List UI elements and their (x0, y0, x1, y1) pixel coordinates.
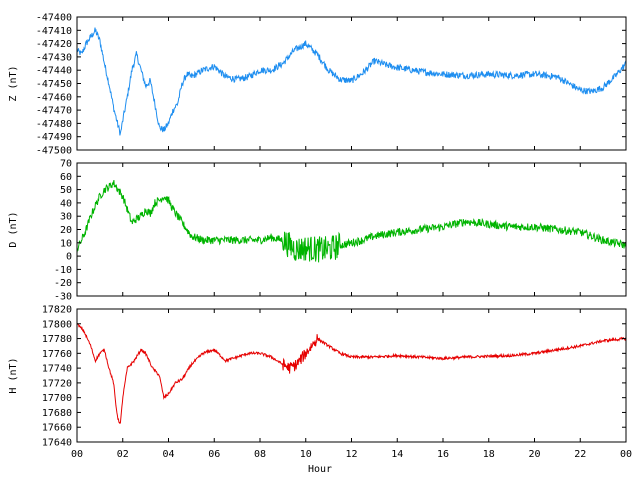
y-tick-label: 17640 (42, 438, 72, 449)
y-tick-label: 70 (60, 159, 72, 170)
x-tick-label: 06 (208, 449, 220, 460)
x-tick-label: 22 (574, 449, 586, 460)
y-tick-label: 17700 (42, 393, 72, 404)
panel-h: 17820 17800 17780 17760 17740 17720 17700 17680… (8, 305, 627, 449)
y-tick-label: 17720 (42, 378, 72, 389)
y-axis-title: D (nT) (8, 211, 19, 247)
y-tick-label: 30 (60, 212, 72, 223)
y-axis-title: Z (nT) (8, 65, 19, 101)
x-tick-label: 04 (162, 449, 174, 460)
y-tick-label: -47500 (36, 146, 72, 157)
y-tick-label: 17680 (42, 408, 72, 419)
y-tick-label: -47410 (36, 26, 72, 37)
y-tick-label: 17820 (42, 305, 72, 316)
y-tick-label: 17800 (42, 319, 72, 330)
y-tick-label: -47470 (36, 106, 72, 117)
x-tick-label: 00 (620, 449, 632, 460)
y-tick-label: -47490 (36, 132, 72, 143)
y-tick-label: 17780 (42, 334, 72, 345)
x-tick-label: 16 (437, 449, 449, 460)
y-tick-label: 17660 (42, 423, 72, 434)
y-tick-label: -47420 (36, 39, 72, 50)
x-tick-label: 12 (345, 449, 357, 460)
y-tick-label: -47430 (36, 52, 72, 63)
y-tick-label: -47450 (36, 79, 72, 90)
x-tick-label: 18 (483, 449, 495, 460)
y-tick-label: -20 (54, 278, 72, 289)
y-tick-label: 17760 (42, 349, 72, 360)
y-tick-label: 10 (60, 238, 72, 249)
y-tick-label: 40 (60, 198, 72, 209)
series-d-line (76, 180, 627, 263)
y-tick-label: 0 (66, 252, 72, 263)
y-tick-label: -47440 (36, 66, 72, 77)
y-tick-label: 50 (60, 185, 72, 196)
y-tick-label: 20 (60, 225, 72, 236)
x-tick-label: 14 (391, 449, 403, 460)
series-z-line (76, 27, 627, 136)
y-axis-title: H (nT) (8, 357, 19, 393)
y-tick-label: -47480 (36, 119, 72, 130)
y-tick-label: 60 (60, 172, 72, 183)
x-axis-title: Hour (308, 464, 332, 475)
y-tick-label: -10 (54, 265, 72, 276)
panel-d: 70 60 50 40 30 20 10 0 -10 -20 -30 D (nT) (8, 159, 627, 303)
y-tick-label: -47400 (36, 13, 72, 24)
x-tick-label: 10 (300, 449, 312, 460)
x-tick-label: 00 (71, 449, 83, 460)
x-tick-label: 08 (254, 449, 266, 460)
panel-z: -47400 -47410 -47420 -47430 -47440 -47450 -474… (8, 13, 627, 157)
y-tick-label: -47460 (36, 92, 72, 103)
y-tick-label: 17740 (42, 364, 72, 375)
series-h-line (76, 322, 626, 424)
y-tick-label: -30 (54, 292, 72, 303)
x-tick-label: 02 (117, 449, 129, 460)
x-tick-label: 20 (528, 449, 540, 460)
plot-frame (76, 16, 627, 151)
